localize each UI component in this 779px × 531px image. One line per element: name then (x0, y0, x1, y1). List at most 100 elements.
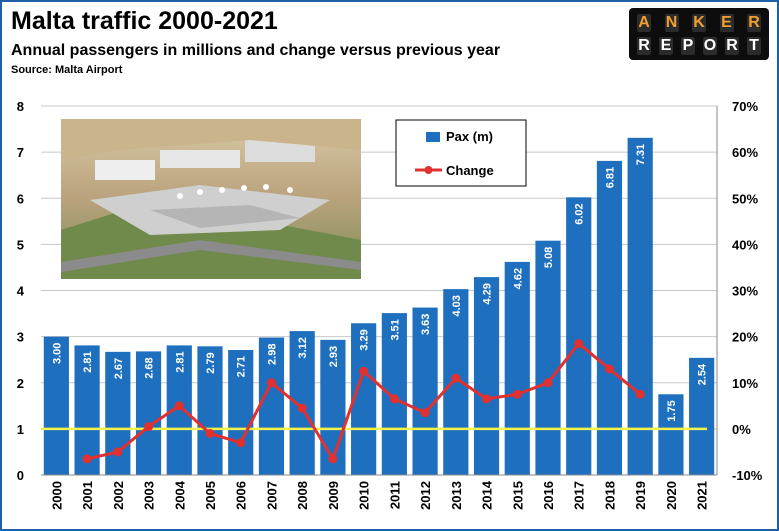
y-left-tick-label: 5 (17, 237, 24, 252)
chart-source: Source: Malta Airport (11, 64, 123, 76)
y-left-tick-label: 4 (17, 284, 25, 299)
chart-title: Malta traffic 2000-2021 (11, 7, 278, 35)
bar-data-label: 2.79 (205, 352, 217, 373)
x-tick-label: 2019 (633, 481, 648, 510)
change-point (328, 454, 338, 464)
bar-data-label: 4.29 (482, 283, 494, 304)
legend: Pax (m) Change (395, 119, 527, 187)
x-tick-label: 2015 (510, 481, 525, 510)
y-right-tick-label: 0% (732, 422, 751, 437)
x-tick-label: 2011 (387, 481, 402, 509)
x-tick-label: 2002 (111, 481, 126, 510)
bar-data-label: 2.93 (328, 346, 340, 367)
bar (566, 197, 592, 475)
change-point (359, 366, 369, 376)
bar-data-label: 4.62 (512, 268, 524, 289)
x-tick-label: 2008 (295, 481, 310, 510)
bar-data-label: 2.68 (144, 357, 156, 378)
y-left-tick-label: 7 (17, 145, 24, 160)
change-point (113, 447, 123, 457)
bar-data-label: 3.00 (51, 343, 63, 364)
x-tick-label: 2005 (203, 481, 218, 510)
bar (43, 336, 69, 475)
bar (658, 394, 684, 475)
change-point (635, 389, 645, 399)
x-tick-label: 2013 (449, 481, 464, 510)
bar-data-label: 2.81 (82, 351, 94, 372)
change-point (266, 378, 276, 388)
y-right-tick-label: 70% (732, 99, 758, 114)
y-right-tick-label: 20% (732, 330, 758, 345)
change-line-layer (82, 339, 645, 464)
bar-data-label: 1.75 (666, 400, 678, 421)
logo-letter: P (681, 37, 695, 55)
axis-layer: 0 1 2 3 4 5 6 7 8 -10% 0% 10% 20% 30% 40% 50% 60% 70% 2000… (17, 99, 763, 510)
x-tick-label: 2007 (264, 481, 279, 510)
x-tick-label: 2010 (357, 481, 372, 510)
change-point (604, 364, 614, 374)
change-point (543, 378, 553, 388)
logo-letter: A (637, 14, 651, 32)
bar (596, 160, 623, 476)
y-left-tick-label: 3 (17, 330, 24, 345)
change-point (482, 394, 492, 404)
x-tick-label: 2003 (142, 481, 157, 510)
x-tick-label: 2020 (664, 481, 679, 510)
y-left-tick-label: 2 (17, 376, 24, 391)
change-point (236, 438, 246, 448)
change-point (174, 401, 184, 411)
x-tick-label: 2018 (602, 481, 617, 510)
x-tick-label: 2021 (695, 481, 710, 510)
bar-data-label: 2.98 (266, 344, 278, 365)
bar-data-label: 5.08 (543, 247, 555, 268)
bar (504, 261, 530, 475)
logo-letter: R (637, 37, 651, 55)
bar (627, 137, 653, 476)
logo-letter: E (719, 14, 734, 32)
bar (135, 351, 162, 475)
legend-bar-swatch (426, 132, 440, 142)
logo-letter: T (747, 37, 761, 55)
bar (381, 313, 407, 475)
y-right-tick-label: 50% (732, 191, 758, 206)
bar-data-label: 2.54 (697, 363, 709, 385)
y-right-tick-label: 30% (732, 284, 758, 299)
bar-data-label: 2.81 (174, 351, 186, 372)
y-left-tick-label: 8 (17, 99, 24, 114)
bar-data-label: 3.29 (359, 329, 371, 350)
logo-letter: O (703, 37, 717, 55)
x-tick-label: 2004 (172, 480, 187, 510)
change-point (574, 339, 584, 349)
y-right-tick-label: 10% (732, 376, 758, 391)
bar-data-label: 3.63 (420, 314, 432, 335)
change-point (451, 373, 461, 383)
y-left-tick-label: 0 (17, 468, 24, 483)
y-right-tick-label: -10% (732, 468, 763, 483)
bar (74, 345, 100, 475)
legend-bar-label: Pax (m) (446, 129, 493, 144)
logo-letter: R (725, 37, 739, 55)
legend-line-label: Change (446, 163, 494, 178)
change-point (82, 454, 92, 464)
x-tick-label: 2016 (541, 481, 556, 510)
x-tick-label: 2014 (480, 480, 495, 510)
airport-photo (61, 119, 361, 279)
y-left-tick-label: 1 (17, 422, 24, 437)
x-tick-label: 2001 (80, 481, 95, 510)
bar-data-label: 2.71 (236, 356, 248, 377)
x-tick-label: 2009 (326, 481, 341, 510)
y-right-tick-label: 60% (732, 145, 758, 160)
change-point (297, 403, 307, 413)
bar (535, 240, 561, 475)
bar-data-label: 4.03 (451, 295, 463, 316)
bar (258, 337, 285, 475)
bar-data-label: 6.02 (574, 203, 586, 224)
bar-layer: 3.00 2.81 2.67 2.68 2.81 2.79 2.71 2.98 3.12 2.93… (43, 137, 715, 476)
y-left-tick-label: 6 (17, 191, 24, 206)
bar-data-label: 3.51 (389, 319, 401, 340)
bar (228, 350, 254, 475)
logo-letter: R (747, 14, 761, 32)
